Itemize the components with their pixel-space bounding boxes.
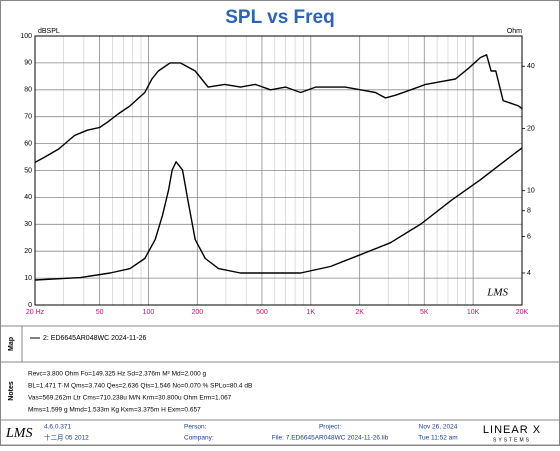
x-tick-label: 200 [191, 309, 203, 316]
y-tick-label: 40 [24, 194, 32, 201]
plot-border [34, 35, 523, 306]
footer-version: 4.6.0.371 [44, 424, 71, 431]
map-entry: 2: ED6645AR048WC 2024-11-26 [43, 335, 146, 342]
y-tick-label: 50 [24, 167, 32, 174]
note-line: Mms=1.599 g Mmd=1.533m Kg Kxm=3.375m H E… [28, 407, 201, 414]
note-line: Revc=3.800 Ohm Fo=149.325 Hz Sd=2.376m M… [28, 371, 207, 378]
footer-day: Nov 26, 2024 [419, 424, 458, 431]
map-label: Map [8, 337, 15, 351]
y2-tick-label: 8 [527, 208, 531, 215]
y-tick-label: 0 [28, 302, 32, 309]
footer-brand: LINEAR X [483, 424, 541, 436]
footer-company: Company: [184, 435, 214, 442]
series-line [34, 54, 523, 164]
y-tick-label: 100 [20, 33, 32, 40]
footer-date: 十二月 05 2012 [44, 433, 89, 442]
x-tick-label: 500 [256, 309, 268, 316]
footer-project: Project: [319, 424, 341, 431]
y2-axis-label: Ohm [507, 28, 522, 35]
x-tick-label: 2K [355, 309, 364, 316]
y2-tick-label: 4 [527, 270, 531, 277]
y2-tick-label: 10 [527, 188, 535, 195]
chart-title: SPL vs Freq [225, 7, 334, 28]
footer-brand-sub: SYSTEMS [493, 437, 531, 443]
y2-tick-label: 20 [527, 125, 535, 132]
x-tick-label: 50 [96, 309, 104, 316]
footer [0, 419, 560, 446]
note-line: Vas=569.262m Ltr Cms=710.238u M/N Krm=30… [28, 395, 232, 402]
y-tick-label: 80 [24, 87, 32, 94]
x-tick-label: 20 Hz [26, 309, 45, 316]
x-tick-label: 5K [420, 309, 429, 316]
y2-tick-label: 6 [527, 233, 531, 240]
note-line: BL=1.471 T·M Qms=3.740 Qes=2.636 Qts=1.5… [28, 383, 252, 390]
x-tick-label: 20K [516, 309, 529, 316]
footer-time: Tue 11:52 am [418, 435, 457, 442]
y-tick-label: 30 [24, 221, 32, 228]
notes-label: Notes [8, 381, 15, 401]
y-tick-label: 10 [24, 275, 32, 282]
y-tick-label: 90 [24, 60, 32, 67]
x-tick-label: 100 [143, 309, 155, 316]
notes-panel [0, 361, 560, 421]
footer-file: File: 7.ED6645AR048WC 2024-11-26.lib [272, 435, 389, 442]
watermark: LMS [486, 287, 508, 299]
x-tick-label: 10K [467, 309, 480, 316]
x-tick-label: 1K [307, 309, 316, 316]
y-tick-label: 60 [24, 140, 32, 147]
plot: 20 Hz 50 100 200 500 1K 2K 5K 10K 20K 0 10 20 30 40 50 6… [20, 33, 535, 316]
y-axis-label: dBSPL [38, 28, 60, 35]
y-tick-label: 20 [24, 248, 32, 255]
footer-logo: LMS [5, 426, 32, 441]
footer-person: Person: [184, 424, 207, 431]
map-panel [0, 325, 560, 363]
y2-tick-label: 40 [527, 63, 535, 70]
series-line [34, 147, 523, 281]
y-tick-label: 70 [24, 114, 32, 121]
